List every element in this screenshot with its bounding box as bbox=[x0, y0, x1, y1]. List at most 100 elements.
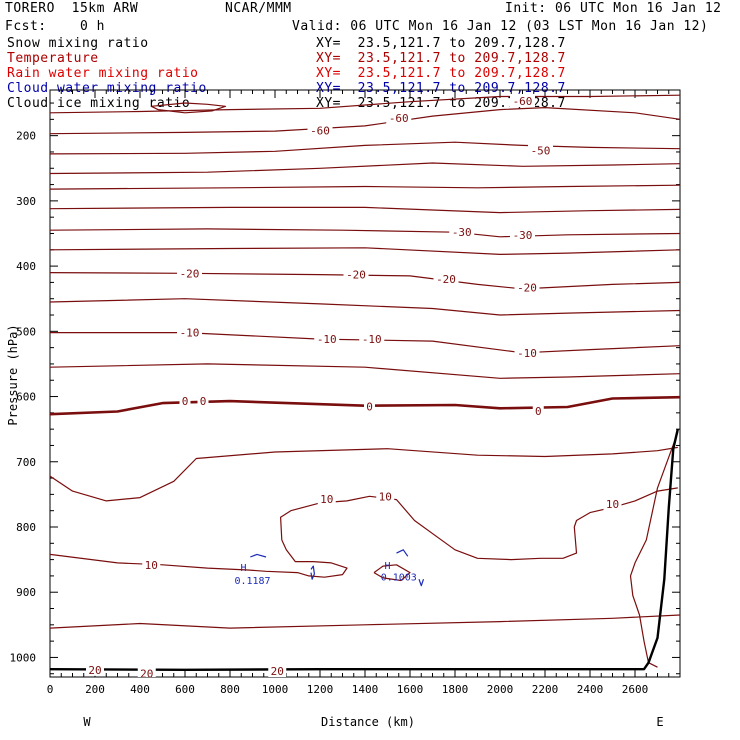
x-tick-label: 600 bbox=[175, 683, 195, 696]
cloud-contour bbox=[250, 553, 267, 558]
field-temperature-xy: XY= 23.5,121.7 to 209.7,128.7 bbox=[316, 51, 566, 66]
cloud-contour bbox=[310, 565, 315, 580]
label-bg bbox=[514, 281, 540, 294]
cloud-label: H bbox=[240, 563, 246, 574]
isotherm-line bbox=[50, 363, 680, 379]
temperature-label: 0 bbox=[366, 400, 373, 413]
temperature-label: -60 bbox=[389, 112, 409, 125]
temperature-label: 0 bbox=[182, 395, 189, 408]
label-bg bbox=[137, 667, 156, 677]
label-bg bbox=[532, 404, 544, 417]
label-bg bbox=[433, 273, 459, 286]
temperature-label: -60 bbox=[310, 124, 330, 137]
field-cloud-water-xy: XY= 23.5,121.7 to 209.7,128.7 bbox=[316, 81, 566, 96]
cloud-label: 0.1003 bbox=[381, 573, 417, 584]
x-tick-label: 1400 bbox=[352, 683, 379, 696]
temperature-label: -20 bbox=[517, 282, 537, 295]
field-cloud-ice-xy: XY= 23.5,121.7 to 209.7,128.7 bbox=[316, 96, 566, 111]
x-tick-label: 800 bbox=[220, 683, 240, 696]
label-bg bbox=[197, 395, 209, 408]
y-tick-label: 700 bbox=[16, 456, 36, 469]
label-bg bbox=[177, 267, 202, 280]
temperature-label: -20 bbox=[180, 267, 200, 280]
label-bg bbox=[268, 665, 287, 677]
label-bg bbox=[510, 228, 535, 241]
x-tick-label: 1200 bbox=[307, 683, 334, 696]
init-time: Init: 06 UTC Mon 16 Jan 12 bbox=[505, 1, 722, 16]
x-tick-label: 1800 bbox=[442, 683, 469, 696]
temperature-label: 0 bbox=[535, 405, 542, 418]
temperature-label: 10 bbox=[379, 490, 392, 503]
label-bg bbox=[364, 400, 375, 413]
x-tick-label: 2200 bbox=[532, 683, 559, 696]
label-bg bbox=[314, 333, 340, 346]
cloud-label: H bbox=[384, 561, 390, 572]
y-tick-label: 300 bbox=[16, 195, 36, 208]
cloud-contour bbox=[418, 578, 425, 587]
isotherm-line bbox=[50, 539, 348, 578]
label-bg bbox=[386, 112, 412, 125]
label-bg bbox=[510, 95, 535, 108]
x-tick-label: 2600 bbox=[622, 683, 649, 696]
label-bg bbox=[177, 326, 202, 339]
y-axis-label: Pressure (hPa) bbox=[6, 324, 20, 425]
temperature-label: 0 bbox=[200, 395, 207, 408]
valid-time: Valid: 06 UTC Mon 16 Jan 12 (03 LST Mon … bbox=[292, 19, 709, 34]
cloud-contour bbox=[396, 549, 409, 557]
field-cloud-ice: Cloud ice mixing ratio bbox=[7, 96, 191, 111]
x-tick-label: 0 bbox=[47, 683, 54, 696]
temperature-label: -10 bbox=[180, 327, 200, 340]
x-tick-label: 2000 bbox=[487, 683, 514, 696]
label-bg bbox=[528, 144, 553, 157]
isotherm-line bbox=[50, 298, 680, 316]
west-label: W bbox=[83, 715, 91, 729]
field-rain: Rain water mixing ratio bbox=[7, 66, 199, 81]
temperature-label: 10 bbox=[145, 559, 158, 572]
label-bg bbox=[359, 333, 385, 346]
isotherm-line bbox=[50, 162, 680, 175]
temperature-label: 10 bbox=[606, 498, 619, 511]
temperature-label: 10 bbox=[320, 493, 333, 506]
contour-group: -60 -60 -60 -50 -30 -30 -20 -20 -20 -20 -10 -10 -10 -… bbox=[50, 94, 680, 681]
zero-isotherm-line bbox=[50, 395, 680, 416]
temperature-label: 20 bbox=[88, 664, 101, 677]
temperature-label: 20 bbox=[140, 668, 153, 681]
temperature-label: 20 bbox=[271, 665, 284, 678]
terrain-line bbox=[50, 428, 679, 671]
x-tick-label: 2400 bbox=[577, 683, 604, 696]
label-bg bbox=[317, 492, 336, 505]
x-tick-label: 1600 bbox=[397, 683, 424, 696]
x-tick-label: 400 bbox=[130, 683, 150, 696]
isotherm-line bbox=[50, 247, 680, 255]
label-bg bbox=[307, 124, 333, 137]
temperature-label: -10 bbox=[317, 333, 337, 346]
model-title: TORERO 15km ARW bbox=[5, 1, 139, 16]
label-bg bbox=[514, 346, 540, 359]
east-label: E bbox=[656, 715, 663, 729]
temperature-label: -10 bbox=[362, 333, 382, 346]
temperature-label: -50 bbox=[531, 145, 551, 158]
isotherm-line bbox=[50, 206, 680, 214]
label-bg bbox=[449, 226, 475, 239]
isotherm-line bbox=[373, 564, 411, 582]
y-tick-label: 400 bbox=[16, 260, 36, 273]
x-tick-label: 200 bbox=[85, 683, 105, 696]
temperature-label: -30 bbox=[513, 229, 533, 242]
label-bg bbox=[142, 558, 161, 571]
y-tick-label: 1000 bbox=[10, 651, 37, 664]
y-tick-label: 500 bbox=[16, 325, 36, 338]
label-bg bbox=[86, 663, 104, 676]
plot-frame bbox=[49, 89, 681, 678]
isotherm-line bbox=[50, 446, 678, 502]
field-rain-xy: XY= 23.5,121.7 to 209.7,128.7 bbox=[316, 66, 566, 81]
y-tick-label: 800 bbox=[16, 521, 36, 534]
isotherm-line bbox=[50, 614, 680, 629]
center-title: NCAR/MMM bbox=[225, 1, 292, 16]
temperature-label: -60 bbox=[513, 95, 533, 108]
isotherm-line bbox=[50, 228, 680, 238]
y-tick-label: 600 bbox=[16, 391, 36, 404]
field-temperature: Temperature bbox=[7, 51, 99, 66]
field-snow: Snow mixing ratio bbox=[7, 36, 149, 51]
temperature-label: -10 bbox=[517, 347, 537, 360]
